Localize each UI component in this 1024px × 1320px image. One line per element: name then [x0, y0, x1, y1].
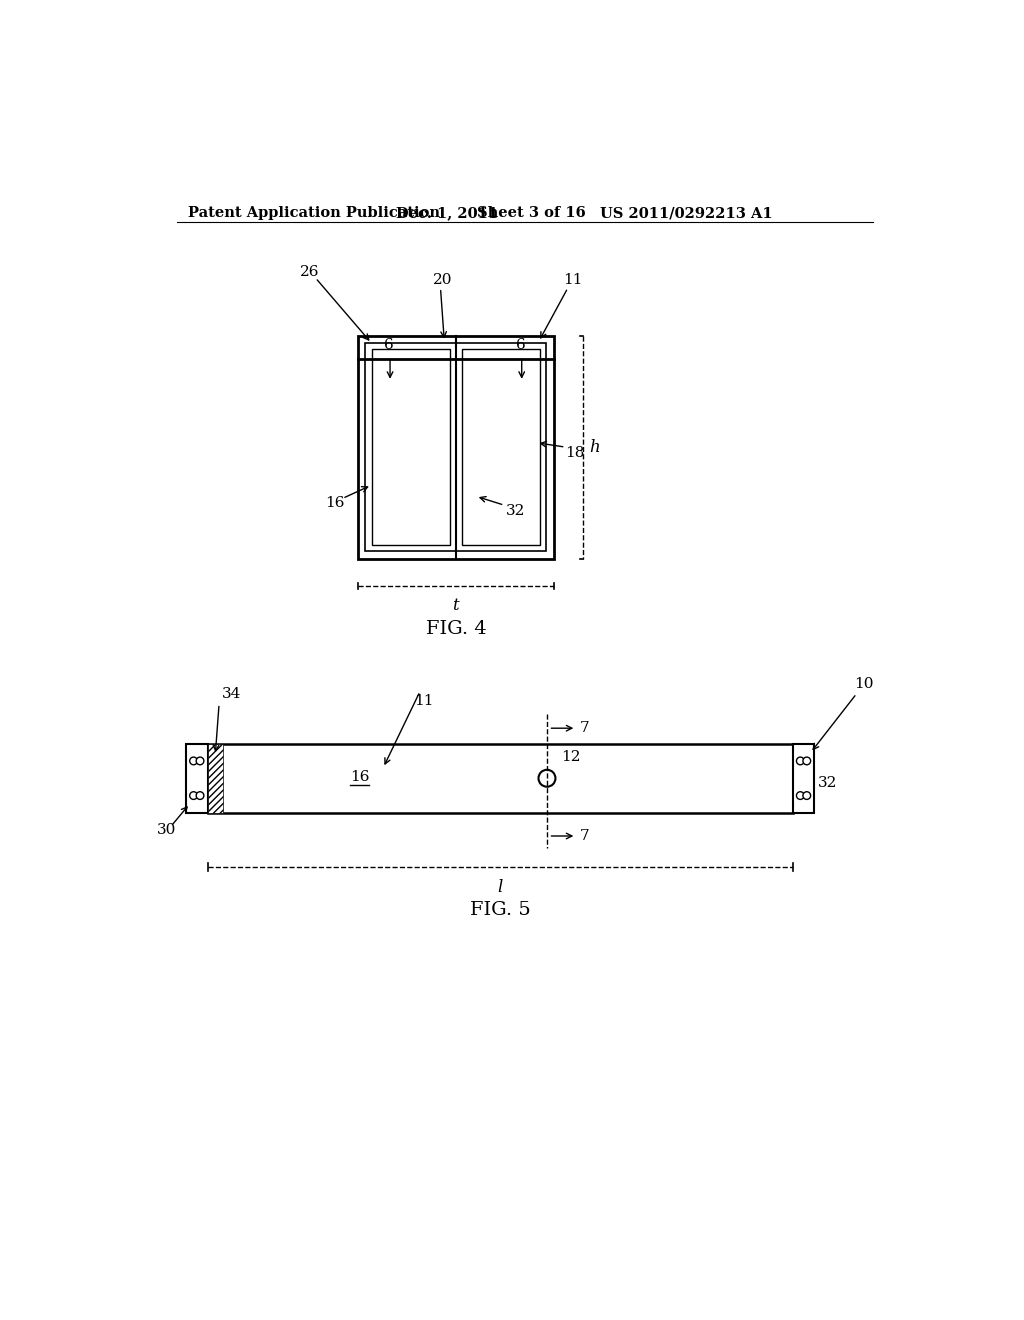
Text: 26: 26 [300, 265, 319, 280]
Circle shape [803, 758, 811, 764]
Text: Patent Application Publication: Patent Application Publication [188, 206, 440, 220]
Text: 11: 11 [563, 273, 583, 286]
Text: 6: 6 [384, 338, 393, 351]
Text: 32: 32 [506, 504, 525, 517]
Circle shape [803, 792, 811, 800]
Circle shape [197, 792, 204, 800]
Text: 10: 10 [854, 677, 873, 690]
Circle shape [797, 758, 804, 764]
Text: 7: 7 [580, 829, 589, 843]
Text: 18: 18 [565, 446, 585, 459]
Bar [372, 350, 450, 545]
Text: US 2011/0292213 A1: US 2011/0292213 A1 [600, 206, 773, 220]
Text: 30: 30 [157, 822, 176, 837]
Circle shape [797, 792, 804, 800]
Circle shape [539, 770, 555, 787]
Bar [366, 343, 547, 552]
Circle shape [197, 758, 204, 764]
Text: 6: 6 [515, 338, 525, 351]
Text: l: l [498, 879, 503, 896]
Bar [462, 350, 541, 545]
Text: 11: 11 [414, 694, 433, 709]
Bar [208, 743, 793, 813]
Text: Sheet 3 of 16: Sheet 3 of 16 [477, 206, 586, 220]
Text: Dec. 1, 2011: Dec. 1, 2011 [396, 206, 499, 220]
Text: 16: 16 [326, 496, 345, 510]
Text: 12: 12 [561, 751, 581, 764]
Text: t: t [453, 597, 459, 614]
Text: FIG. 5: FIG. 5 [470, 902, 530, 920]
Bar [208, 743, 223, 813]
Bar [793, 743, 814, 813]
Text: 16: 16 [350, 770, 370, 784]
Text: h: h [590, 438, 600, 455]
Bar [186, 743, 208, 813]
Text: FIG. 4: FIG. 4 [426, 620, 486, 639]
Circle shape [189, 758, 198, 764]
Text: 32: 32 [818, 776, 838, 789]
Text: 34: 34 [221, 686, 241, 701]
Text: 20: 20 [433, 273, 453, 286]
Circle shape [189, 792, 198, 800]
Text: 7: 7 [580, 721, 589, 735]
Bar [357, 335, 554, 558]
